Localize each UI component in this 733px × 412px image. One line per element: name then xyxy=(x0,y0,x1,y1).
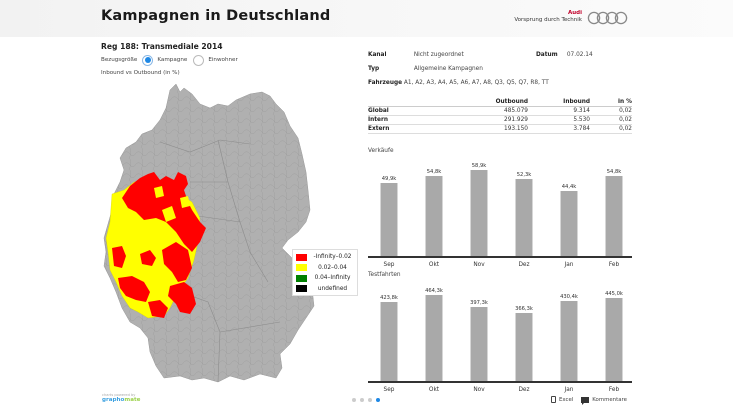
bar-value-label: 54,8k xyxy=(426,169,442,175)
x-axis-label: Feb xyxy=(608,262,620,268)
radio-kampagne-label[interactable]: Kampagne xyxy=(157,57,188,63)
fahrzeuge-value: A1, A2, A3, A4, A5, A6, A7, A8, Q3, Q5, … xyxy=(403,80,549,86)
bar-dez[interactable] xyxy=(515,313,533,381)
bar-value-label: 49,9k xyxy=(381,176,397,182)
page-title: Kampagnen in Deutschland xyxy=(101,8,331,24)
bar-nov[interactable] xyxy=(470,170,488,256)
bar-value-label: 397,3k xyxy=(470,300,488,306)
comment-icon xyxy=(581,396,590,405)
datum-value: 07.02.14 xyxy=(566,52,593,58)
x-axis-label: Sep xyxy=(383,387,395,393)
legend-label: 0.02–0.04 xyxy=(318,264,347,271)
bar-sep[interactable] xyxy=(380,183,398,256)
legend-swatch-red xyxy=(296,253,307,261)
bar-value-label: 366,3k xyxy=(515,306,533,312)
table-row: Global 485.079 9.314 0,02 xyxy=(368,108,632,116)
bar-feb[interactable] xyxy=(605,298,623,381)
legend-label: undefined xyxy=(317,285,348,292)
page-dot-3[interactable] xyxy=(368,398,372,402)
x-axis-label: Dez xyxy=(518,262,530,268)
reference-selector: Bezugsgröße Kampagne Einwohner xyxy=(101,54,244,66)
graphomate-credit: charts powered by graphomate xyxy=(102,393,141,403)
bar-value-label: 44,4k xyxy=(561,184,577,190)
table-row: Extern 193.150 3.784 0,02 xyxy=(368,126,632,134)
datum-label: Datum xyxy=(536,52,558,58)
x-axis-label: Dez xyxy=(518,387,530,393)
legend-item-red: -Infinity–0.02 xyxy=(296,252,354,263)
col-inbound: Inbound xyxy=(563,99,590,105)
x-axis-label: Okt xyxy=(428,387,440,393)
page-indicator xyxy=(352,398,380,402)
x-axis-line xyxy=(368,381,632,383)
bar-value-label: 464,3k xyxy=(425,288,443,294)
bar-okt[interactable] xyxy=(425,176,443,256)
chart-title-verkaeufe: Verkäufe xyxy=(368,148,394,154)
bar-sep[interactable] xyxy=(380,302,398,381)
excel-icon xyxy=(551,396,556,403)
fahrzeuge-label: Fahrzeuge xyxy=(368,80,403,86)
bar-value-label: 445,0k xyxy=(605,291,623,297)
chart-verkaeufe: 49,9k Sep 54,8k Okt 58,9k Nov 52,3k Dez 44,4k Jan… xyxy=(368,160,632,270)
bar-feb[interactable] xyxy=(605,176,623,256)
legend-swatch-yellow xyxy=(296,264,307,272)
bar-jan[interactable] xyxy=(560,301,578,381)
page-dot-2[interactable] xyxy=(360,398,364,402)
kanal-value: Nicht zugeordnet xyxy=(413,52,464,58)
map-legend: -Infinity–0.02 0.02–0.04 0.04–Infinity u… xyxy=(292,249,358,296)
typ-value: Allgemeine Kampagnen xyxy=(413,66,483,72)
radio-einwohner[interactable] xyxy=(193,54,205,66)
page-dot-4[interactable] xyxy=(376,398,380,402)
radio-einwohner-label[interactable]: Einwohner xyxy=(208,57,238,63)
kanal-label: Kanal xyxy=(368,52,387,58)
radio-kampagne[interactable] xyxy=(142,54,154,66)
legend-item-green: 0.04–Infinity xyxy=(296,273,354,284)
x-axis-line xyxy=(368,256,632,258)
legend-label: -Infinity–0.02 xyxy=(313,254,352,261)
bar-nov[interactable] xyxy=(470,307,488,381)
table-row: Intern 291.929 5.530 0,02 xyxy=(368,117,632,125)
brand-logo: Audi Vorsprung durch Technik xyxy=(514,10,638,28)
bar-okt[interactable] xyxy=(425,295,443,381)
bar-jan[interactable] xyxy=(560,191,578,256)
x-axis-label: Okt xyxy=(428,262,440,268)
excel-button[interactable]: Excel xyxy=(551,396,573,403)
x-axis-label: Nov xyxy=(473,387,485,393)
x-axis-label: Sep xyxy=(383,262,395,268)
footer-actions: Excel Kommentare xyxy=(551,396,635,405)
typ-label: Typ xyxy=(368,66,380,72)
bar-value-label: 430,4k xyxy=(560,294,578,300)
legend-label: 0.04–Infinity xyxy=(314,275,351,282)
legend-swatch-green xyxy=(296,274,307,282)
germany-choropleth-map[interactable] xyxy=(100,82,315,387)
col-outbound: Outbound xyxy=(495,99,528,105)
bar-value-label: 58,9k xyxy=(471,163,487,169)
page-dot-1[interactable] xyxy=(352,398,356,402)
bar-value-label: 52,3k xyxy=(516,172,532,178)
col-percent: in % xyxy=(618,99,632,105)
table-header: Outbound Inbound in % xyxy=(368,98,632,107)
brand-slogan: Vorsprung durch Technik xyxy=(514,17,582,23)
audi-rings-icon xyxy=(587,11,628,25)
legend-item-yellow: 0.02–0.04 xyxy=(296,263,354,274)
bar-value-label: 54,8k xyxy=(606,169,622,175)
x-axis-label: Feb xyxy=(608,387,620,393)
campaign-subtitle: Reg 188: Transmediale 2014 xyxy=(101,42,223,51)
brand-name: Audi xyxy=(568,10,582,16)
comments-button[interactable]: Kommentare xyxy=(581,396,627,405)
legend-item-black: undefined xyxy=(296,284,354,295)
bar-value-label: 423,8k xyxy=(380,295,398,301)
chart-title-testfahrten: Testfahrten xyxy=(368,272,401,278)
map-caption: Inbound vs Outbound (in %) xyxy=(101,70,180,76)
x-axis-label: Jan xyxy=(564,262,574,268)
outbound-inbound-table: Outbound Inbound in % Global 485.079 9.3… xyxy=(368,98,632,134)
x-axis-label: Jan xyxy=(564,387,574,393)
bar-dez[interactable] xyxy=(515,179,533,256)
legend-swatch-black xyxy=(296,285,307,293)
header-bar: Kampagnen in Deutschland Audi Vorsprung … xyxy=(0,0,733,37)
chart-testfahrten: 423,8k Sep 464,3k Okt 397,3k Nov 366,3k Dez 430,… xyxy=(368,284,632,394)
reference-label: Bezugsgröße xyxy=(101,57,138,63)
x-axis-label: Nov xyxy=(473,262,485,268)
